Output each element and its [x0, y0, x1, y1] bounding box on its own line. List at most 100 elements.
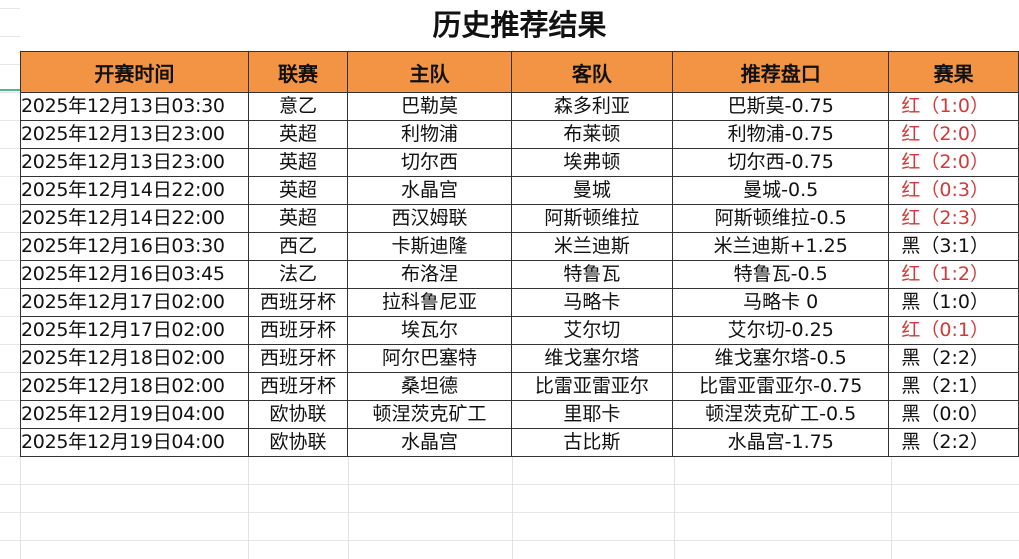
cell-start-time[interactable]: 2025年12月17日02:00 [20, 288, 249, 317]
cell-result[interactable]: 红（0:1） [888, 316, 1019, 345]
table-row: 2025年12月13日23:00 英超 利物浦 布莱顿 利物浦-0.75 红（2:0） [20, 120, 1019, 149]
cell-home-team[interactable]: 西汉姆联 [347, 204, 512, 233]
cell-start-time[interactable]: 2025年12月16日03:45 [20, 260, 249, 289]
table-row: 2025年12月16日03:45 法乙 布洛涅 特鲁瓦 特鲁瓦-0.5 红（1:2） [20, 260, 1019, 289]
header-away[interactable]: 客队 [510, 51, 674, 93]
cell-result[interactable]: 黑（2:2） [888, 344, 1019, 373]
cell-home-team[interactable]: 埃瓦尔 [347, 316, 512, 345]
cell-home-team[interactable]: 顿涅茨克矿工 [347, 400, 512, 429]
cell-pick[interactable]: 利物浦-0.75 [672, 120, 890, 149]
cell-home-team[interactable]: 水晶宫 [347, 428, 512, 457]
cell-result[interactable]: 黑（2:2） [888, 428, 1019, 457]
cell-home-team[interactable]: 阿尔巴塞特 [347, 344, 512, 373]
cell-result[interactable]: 黑（1:0） [888, 288, 1019, 317]
cell-league[interactable]: 英超 [247, 148, 349, 177]
cell-away-team[interactable]: 艾尔切 [510, 316, 674, 345]
cell-away-team[interactable]: 埃弗顿 [510, 148, 674, 177]
table-row: 2025年12月18日02:00 西班牙杯 阿尔巴塞特 维戈塞尔塔 维戈塞尔塔-0.5 黑… [20, 344, 1019, 373]
cell-pick[interactable]: 马略卡 0 [672, 288, 890, 317]
cell-league[interactable]: 西班牙杯 [247, 372, 349, 401]
cell-league[interactable]: 英超 [247, 204, 349, 233]
cell-start-time[interactable]: 2025年12月13日23:00 [20, 120, 249, 149]
table-row: 2025年12月19日04:00 欧协联 水晶宫 古比斯 水晶宫-1.75 黑（2:2） [20, 428, 1019, 457]
cell-start-time[interactable]: 2025年12月13日03:30 [20, 92, 249, 121]
header-home[interactable]: 主队 [347, 51, 512, 93]
cell-home-team[interactable]: 布洛涅 [347, 260, 512, 289]
cell-pick[interactable]: 顿涅茨克矿工-0.5 [672, 400, 890, 429]
cell-league[interactable]: 欧协联 [247, 400, 349, 429]
header-row: 开赛时间 联赛 主队 客队 推荐盘口 赛果 [20, 51, 1019, 93]
selected-row-indicator [0, 89, 20, 91]
cell-pick[interactable]: 米兰迪斯+1.25 [672, 232, 890, 261]
table-row: 2025年12月16日03:30 西乙 卡斯迪隆 米兰迪斯 米兰迪斯+1.25 黑（3:1… [20, 232, 1019, 261]
table-row: 2025年12月17日02:00 西班牙杯 拉科鲁尼亚 马略卡 马略卡 0 黑（1:0） [20, 288, 1019, 317]
cell-start-time[interactable]: 2025年12月18日02:00 [20, 344, 249, 373]
cell-away-team[interactable]: 马略卡 [510, 288, 674, 317]
cell-pick[interactable]: 水晶宫-1.75 [672, 428, 890, 457]
cell-pick[interactable]: 特鲁瓦-0.5 [672, 260, 890, 289]
cell-league[interactable]: 西班牙杯 [247, 288, 349, 317]
header-start-time[interactable]: 开赛时间 [20, 51, 249, 93]
cell-league[interactable]: 英超 [247, 120, 349, 149]
header-league[interactable]: 联赛 [247, 51, 349, 93]
cell-result[interactable]: 红（2:0） [888, 148, 1019, 177]
cell-away-team[interactable]: 布莱顿 [510, 120, 674, 149]
cell-pick[interactable]: 维戈塞尔塔-0.5 [672, 344, 890, 373]
cell-start-time[interactable]: 2025年12月14日22:00 [20, 204, 249, 233]
cell-league[interactable]: 法乙 [247, 260, 349, 289]
table-row: 2025年12月19日04:00 欧协联 顿涅茨克矿工 里耶卡 顿涅茨克矿工-0.5 黑（… [20, 400, 1019, 429]
cell-home-team[interactable]: 桑坦德 [347, 372, 512, 401]
cell-league[interactable]: 意乙 [247, 92, 349, 121]
cell-pick[interactable]: 艾尔切-0.25 [672, 316, 890, 345]
cell-result[interactable]: 红（2:0） [888, 120, 1019, 149]
table-row: 2025年12月13日03:30 意乙 巴勒莫 森多利亚 巴斯莫-0.75 红（1:0） [20, 92, 1019, 121]
cell-league[interactable]: 西班牙杯 [247, 316, 349, 345]
cell-pick[interactable]: 切尔西-0.75 [672, 148, 890, 177]
cell-start-time[interactable]: 2025年12月19日04:00 [20, 428, 249, 457]
cell-home-team[interactable]: 卡斯迪隆 [347, 232, 512, 261]
cell-league[interactable]: 英超 [247, 176, 349, 205]
cell-pick[interactable]: 比雷亚雷亚尔-0.75 [672, 372, 890, 401]
cell-result[interactable]: 红（2:3） [888, 204, 1019, 233]
table-row: 2025年12月18日02:00 西班牙杯 桑坦德 比雷亚雷亚尔 比雷亚雷亚尔-0.75… [20, 372, 1019, 401]
cell-start-time[interactable]: 2025年12月14日22:00 [20, 176, 249, 205]
cell-home-team[interactable]: 切尔西 [347, 148, 512, 177]
cell-start-time[interactable]: 2025年12月16日03:30 [20, 232, 249, 261]
cell-start-time[interactable]: 2025年12月17日02:00 [20, 316, 249, 345]
cell-away-team[interactable]: 古比斯 [510, 428, 674, 457]
cell-away-team[interactable]: 米兰迪斯 [510, 232, 674, 261]
cell-home-team[interactable]: 巴勒莫 [347, 92, 512, 121]
cell-pick[interactable]: 巴斯莫-0.75 [672, 92, 890, 121]
header-result[interactable]: 赛果 [888, 51, 1019, 93]
cell-home-team[interactable]: 水晶宫 [347, 176, 512, 205]
sheet-title: 历史推荐结果 [20, 0, 1019, 50]
cell-home-team[interactable]: 拉科鲁尼亚 [347, 288, 512, 317]
cell-league[interactable]: 欧协联 [247, 428, 349, 457]
cell-away-team[interactable]: 特鲁瓦 [510, 260, 674, 289]
cell-pick[interactable]: 曼城-0.5 [672, 176, 890, 205]
table-row: 2025年12月13日23:00 英超 切尔西 埃弗顿 切尔西-0.75 红（2:0） [20, 148, 1019, 177]
cell-result[interactable]: 黑（0:0） [888, 400, 1019, 429]
cell-result[interactable]: 红（1:0） [888, 92, 1019, 121]
cell-result[interactable]: 红（0:3） [888, 176, 1019, 205]
table-row: 2025年12月17日02:00 西班牙杯 埃瓦尔 艾尔切 艾尔切-0.25 红（0:1） [20, 316, 1019, 345]
cell-away-team[interactable]: 里耶卡 [510, 400, 674, 429]
cell-away-team[interactable]: 阿斯顿维拉 [510, 204, 674, 233]
cell-away-team[interactable]: 曼城 [510, 176, 674, 205]
cell-result[interactable]: 黑（2:1） [888, 372, 1019, 401]
cell-result[interactable]: 红（1:2） [888, 260, 1019, 289]
cell-result[interactable]: 黑（3:1） [888, 232, 1019, 261]
cell-away-team[interactable]: 维戈塞尔塔 [510, 344, 674, 373]
cell-start-time[interactable]: 2025年12月19日04:00 [20, 400, 249, 429]
cell-away-team[interactable]: 比雷亚雷亚尔 [510, 372, 674, 401]
cell-league[interactable]: 西乙 [247, 232, 349, 261]
table-row: 2025年12月14日22:00 英超 水晶宫 曼城 曼城-0.5 红（0:3） [20, 176, 1019, 205]
header-pick[interactable]: 推荐盘口 [672, 51, 890, 93]
cell-start-time[interactable]: 2025年12月13日23:00 [20, 148, 249, 177]
results-table: 开赛时间 联赛 主队 客队 推荐盘口 赛果 2025年12月13日03:30 意乙 巴勒莫 森多… [20, 51, 1019, 457]
cell-start-time[interactable]: 2025年12月18日02:00 [20, 372, 249, 401]
cell-home-team[interactable]: 利物浦 [347, 120, 512, 149]
cell-pick[interactable]: 阿斯顿维拉-0.5 [672, 204, 890, 233]
cell-away-team[interactable]: 森多利亚 [510, 92, 674, 121]
cell-league[interactable]: 西班牙杯 [247, 344, 349, 373]
